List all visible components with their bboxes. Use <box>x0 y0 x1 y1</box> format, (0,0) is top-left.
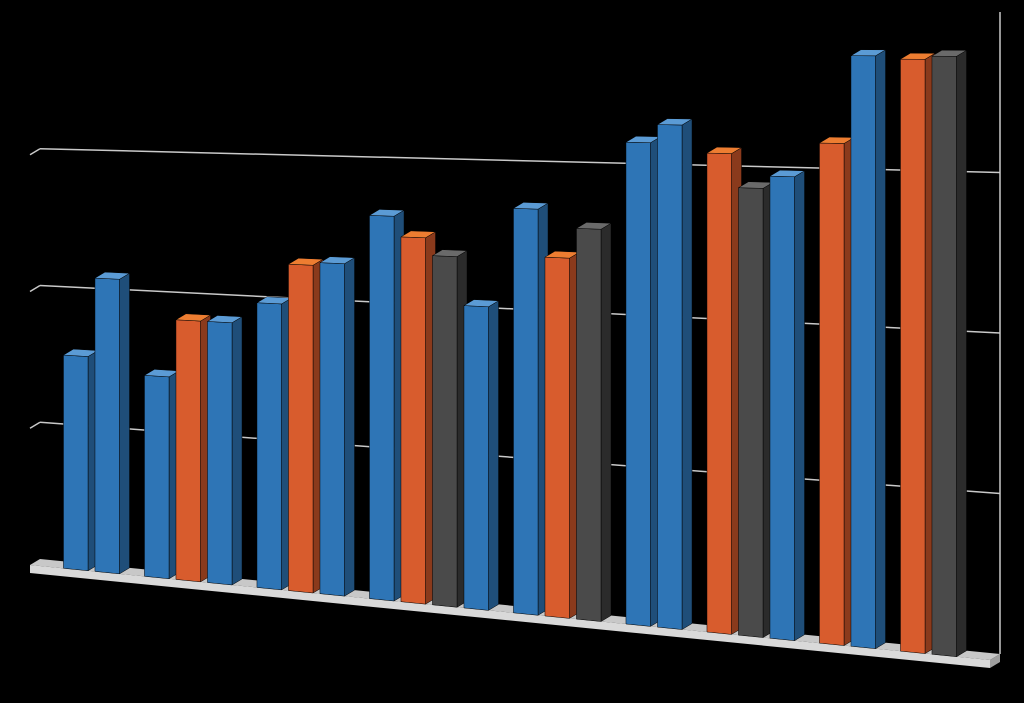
bar-0-0-blue <box>63 349 98 571</box>
bar-6-2-blue <box>770 170 805 640</box>
bar-6-0-orange <box>707 147 742 634</box>
bar-3-2-gray <box>432 250 467 608</box>
bar-5-1-blue <box>657 119 692 630</box>
bar-3-0-blue <box>369 209 404 601</box>
bar-4-2-gray <box>576 222 611 621</box>
bar-chart-3d <box>0 0 1024 703</box>
bar-2-2-blue <box>320 257 355 596</box>
bar-7-0-orange <box>819 137 854 646</box>
bar-8-1-gray <box>932 50 967 657</box>
bar-1-1-orange <box>176 314 211 582</box>
bar-3-3-blue <box>464 300 499 611</box>
bar-3-1-orange <box>401 231 436 604</box>
bar-8-0-orange <box>900 53 935 653</box>
bar-5-0-blue <box>626 136 661 626</box>
bar-1-2-blue <box>207 315 242 585</box>
bar-7-1-blue <box>851 50 886 649</box>
bar-1-0-blue <box>144 369 179 578</box>
bar-6-1-gray <box>738 182 773 638</box>
bar-4-0-blue <box>513 202 548 615</box>
bar-2-0-blue <box>257 297 292 590</box>
bar-2-1-orange <box>288 258 323 593</box>
bar-4-1-orange <box>545 251 580 618</box>
bar-0-1-blue <box>95 272 130 574</box>
